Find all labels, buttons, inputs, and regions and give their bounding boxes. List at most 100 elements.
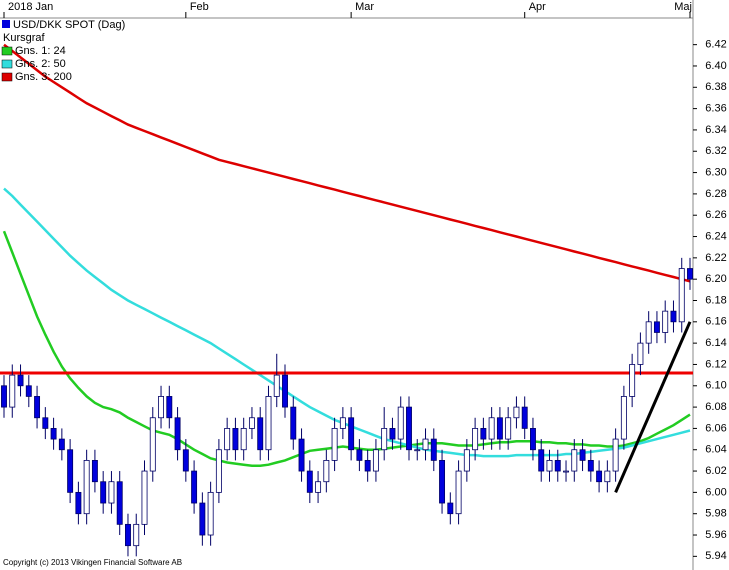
candle-body [25, 385, 32, 397]
y-tick-label: 6.02 [705, 465, 726, 477]
candle-body [158, 396, 164, 419]
candle-body [620, 396, 627, 440]
candle-body [199, 502, 206, 536]
candle-body [224, 428, 231, 451]
candle-body [463, 449, 470, 472]
candle-body [414, 449, 421, 452]
candle-body [149, 417, 156, 472]
y-tick-label: 6.10 [705, 380, 726, 392]
y-tick-label: 6.42 [705, 39, 726, 51]
candle-body [1, 385, 7, 408]
y-tick-label: 6.18 [705, 294, 726, 306]
candle-body [480, 428, 487, 440]
candle-body [546, 459, 553, 472]
candle-body [125, 523, 131, 547]
candle-body [406, 406, 412, 451]
candle-body [282, 374, 288, 408]
ma-line [3, 43, 691, 283]
candle-body [496, 417, 503, 440]
candle-body [207, 491, 214, 536]
candle-body [447, 502, 454, 515]
candle-body [240, 428, 247, 451]
y-tick-label: 5.98 [705, 508, 726, 520]
candle-body [58, 438, 65, 451]
y-tick-label: 6.40 [705, 60, 726, 72]
y-tick-label: 6.14 [705, 337, 726, 349]
candle-body [521, 406, 528, 429]
y-tick-label: 6.26 [705, 209, 726, 221]
candle-body [265, 396, 272, 451]
candle-body [653, 321, 660, 333]
candle-body [670, 310, 677, 323]
candle-body [554, 459, 561, 472]
candle-body [323, 459, 330, 483]
candle-body [678, 268, 685, 323]
candle-body [75, 491, 82, 515]
trend-line [614, 321, 692, 493]
candle-body [587, 459, 594, 472]
candle-body [306, 470, 313, 493]
candle-body [100, 481, 107, 504]
candle-body [83, 459, 90, 515]
legend-title: USD/DKK SPOT (Dag) [13, 19, 125, 31]
candle-body [257, 417, 264, 451]
candle-body [381, 428, 388, 451]
candle-body [530, 428, 536, 451]
candle-body [348, 417, 355, 451]
candle-body [629, 364, 636, 397]
candle-body [488, 417, 495, 440]
candle-body [538, 449, 545, 472]
plot [0, 43, 693, 557]
x-tick-label: Maj [674, 1, 692, 13]
y-tick-label: 6.28 [705, 188, 726, 200]
x-tick-label: Apr [529, 1, 546, 13]
candle-body [645, 321, 652, 344]
y-tick-label: 6.32 [705, 145, 726, 157]
candle-body [662, 310, 669, 333]
candle-body [108, 481, 115, 504]
candle-body [612, 438, 619, 472]
y-tick-label: 6.06 [705, 422, 726, 434]
candle-body [364, 459, 371, 472]
candle-body [133, 523, 140, 547]
legend-heading: Kursgraf [3, 32, 46, 44]
candle-body [50, 428, 57, 440]
candle-body [389, 428, 396, 440]
candle-body [166, 396, 173, 419]
candle-body [232, 428, 239, 451]
candle-body [141, 470, 148, 525]
candle-body [290, 406, 297, 440]
x-tick-label: Feb [190, 1, 209, 13]
y-tick-label: 6.30 [705, 166, 726, 178]
candle-body [513, 406, 520, 419]
candle-body [298, 438, 305, 472]
candle-body [116, 481, 123, 525]
candle-body [571, 449, 578, 472]
candle-body [472, 428, 479, 451]
y-tick-label: 6.08 [705, 401, 726, 413]
candle-body [430, 438, 437, 461]
candle-body [91, 459, 98, 483]
legend: USD/DKK SPOT (Dag) Kursgraf [2, 19, 125, 44]
y-tick-label: 5.96 [705, 529, 726, 541]
candle-body [315, 481, 322, 493]
candle-body [174, 417, 181, 451]
candle-body [248, 417, 255, 429]
copyright: Copyright (c) 2013 Vikingen Financial So… [3, 558, 182, 567]
candle-body [42, 417, 49, 429]
y-tick-label: 6.34 [705, 124, 726, 136]
candle-body [372, 449, 379, 472]
y-tick-label: 6.38 [705, 81, 726, 93]
x-tick-label: 2018 Jan [8, 1, 53, 13]
ma-line [2, 230, 691, 467]
candle-body [563, 470, 569, 473]
y-tick-label: 6.20 [705, 273, 726, 285]
legend-swatch [2, 20, 10, 28]
candle-body [397, 406, 404, 440]
candle-body [34, 396, 41, 419]
y-tick-label: 6.16 [705, 316, 726, 328]
y-tick-label: 6.12 [705, 358, 726, 370]
y-tick-label: 6.22 [705, 252, 726, 264]
candle-body [687, 268, 693, 280]
